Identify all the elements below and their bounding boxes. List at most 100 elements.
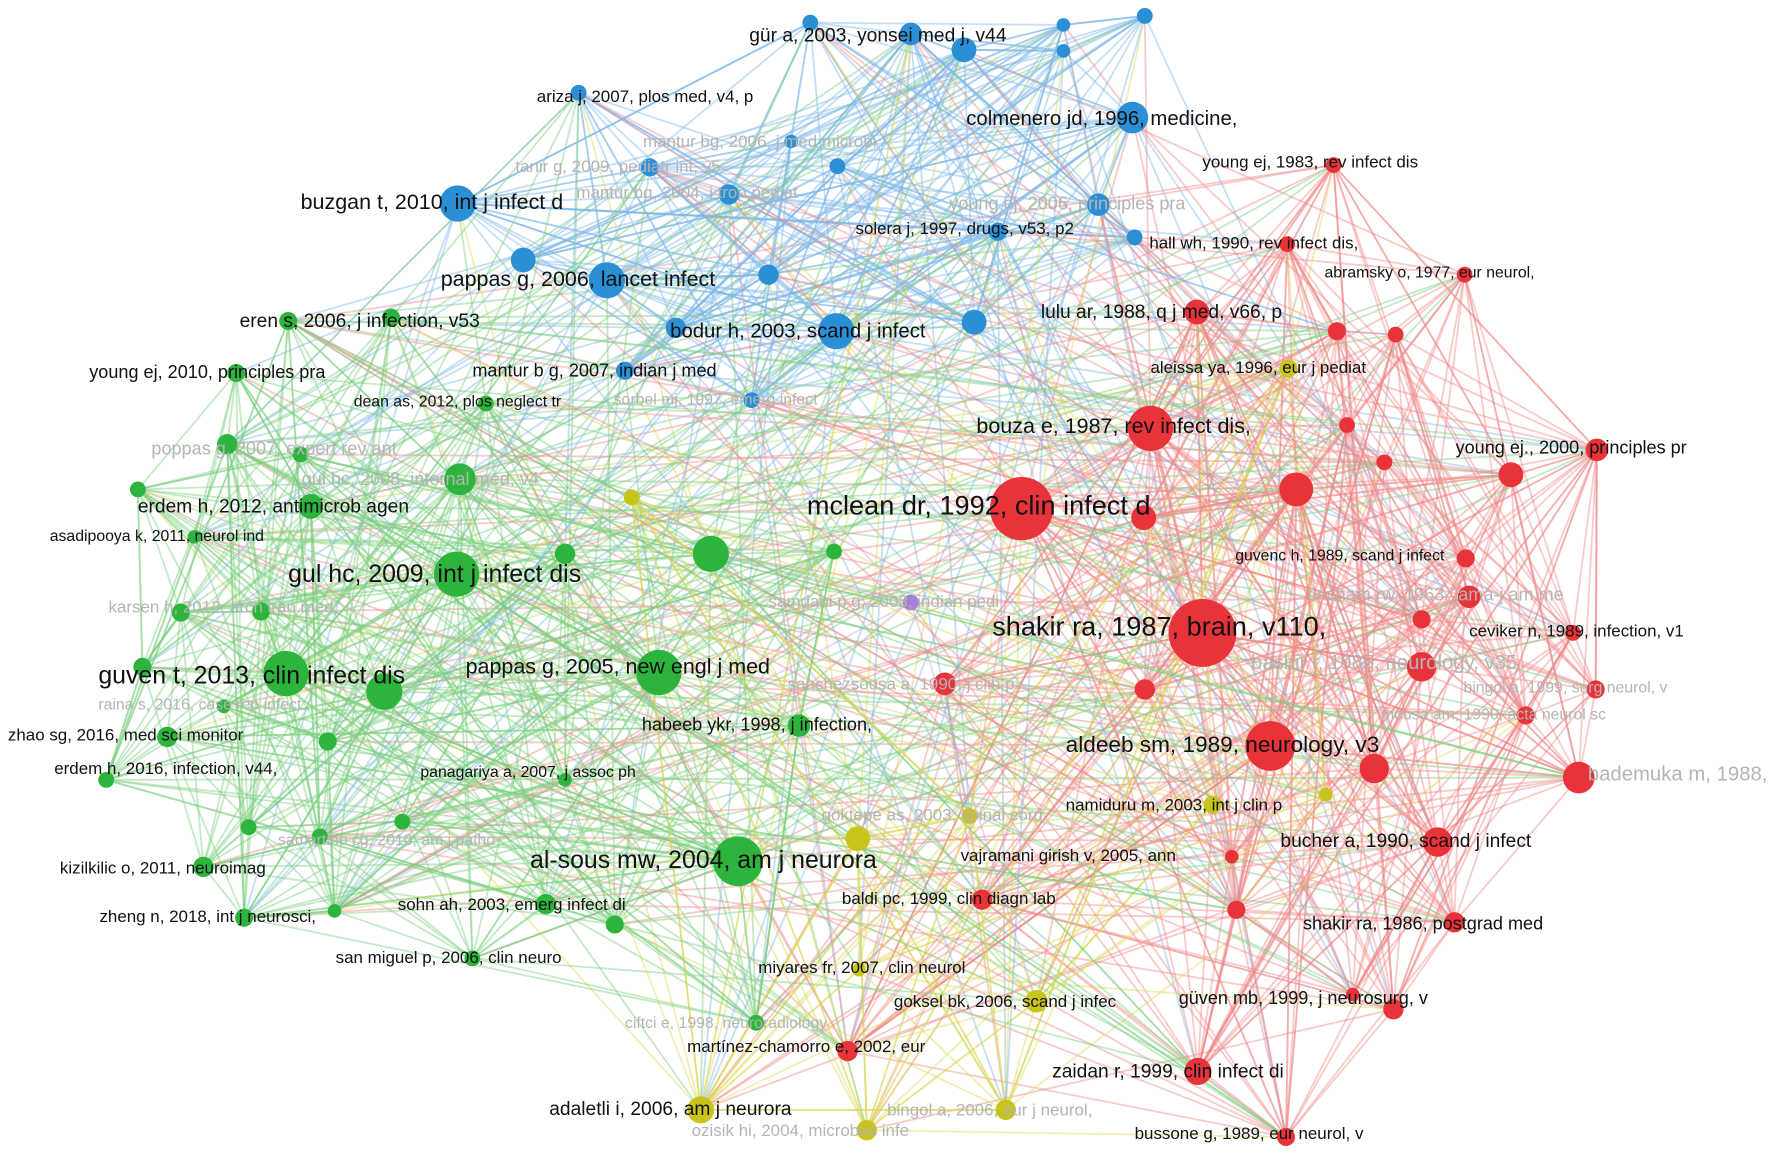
edge xyxy=(755,274,1466,1024)
edge xyxy=(737,595,1470,863)
node xyxy=(787,714,811,737)
edge xyxy=(180,611,616,926)
edge xyxy=(1235,462,1386,911)
edge xyxy=(226,443,800,727)
edge xyxy=(865,368,1290,1131)
edge xyxy=(285,166,651,675)
edge xyxy=(194,536,660,674)
edge xyxy=(1332,164,1598,451)
edge xyxy=(1149,427,1580,779)
node xyxy=(1227,900,1246,919)
edge xyxy=(1197,666,1423,1072)
edge xyxy=(1285,1008,1395,1138)
edge xyxy=(1021,507,1596,691)
node-label: asadipooya k, 2011, neurol ind xyxy=(50,528,264,545)
edge xyxy=(968,50,1065,817)
edge xyxy=(285,672,1037,1003)
edge xyxy=(606,230,998,282)
edge xyxy=(326,279,608,742)
edge xyxy=(167,671,659,738)
node-label: aleissa ya, 1996, eur j pediat xyxy=(1150,358,1366,377)
edge xyxy=(459,478,1438,843)
edge xyxy=(710,552,1579,779)
edge xyxy=(963,49,1100,206)
edge xyxy=(1149,164,1335,429)
edge xyxy=(485,403,547,905)
edge xyxy=(613,194,730,925)
edge xyxy=(522,140,792,261)
edge xyxy=(564,552,911,604)
edge xyxy=(1594,449,1598,690)
edge xyxy=(226,444,246,918)
edge xyxy=(810,21,1064,26)
edge xyxy=(606,279,1271,747)
edge xyxy=(1286,243,1423,620)
edge xyxy=(167,690,385,738)
edge xyxy=(699,683,946,1111)
edge xyxy=(790,140,838,168)
node-label: zheng n, 2018, int j neurosci, xyxy=(99,907,316,926)
edge xyxy=(457,21,811,205)
edge xyxy=(577,92,608,281)
edge xyxy=(471,671,660,959)
edge xyxy=(1231,666,1423,858)
edge xyxy=(383,550,835,693)
edge xyxy=(847,618,1423,1052)
node xyxy=(692,535,729,572)
edge xyxy=(522,166,651,261)
node-label: poppas g, 2007, expert rev ant xyxy=(151,439,396,459)
edge xyxy=(1005,714,1527,1111)
edge xyxy=(193,140,792,538)
edge xyxy=(710,553,983,901)
edge xyxy=(606,279,835,553)
edge xyxy=(1463,274,1527,716)
node xyxy=(1444,912,1465,933)
edge xyxy=(700,596,1470,1111)
edge xyxy=(1269,618,1423,747)
node xyxy=(227,363,246,383)
edge xyxy=(728,193,1233,858)
edge xyxy=(1392,449,1598,1010)
edge xyxy=(1436,449,1598,843)
edge xyxy=(767,274,859,839)
edge xyxy=(649,166,730,196)
edge xyxy=(944,683,1354,996)
edge xyxy=(137,488,739,862)
edge xyxy=(485,402,1037,1002)
edge xyxy=(300,453,458,575)
edge xyxy=(1285,489,1298,1137)
edge xyxy=(390,317,616,925)
edge xyxy=(1195,311,1327,795)
node xyxy=(1457,585,1481,609)
edge xyxy=(709,33,912,555)
edge xyxy=(327,671,660,743)
edge xyxy=(865,815,971,1131)
edge xyxy=(401,820,757,1024)
edge xyxy=(564,553,800,727)
edge xyxy=(767,33,912,276)
edge xyxy=(319,835,616,926)
edge xyxy=(248,553,566,829)
edge xyxy=(1143,488,1297,519)
edge xyxy=(1142,517,1199,1072)
edge xyxy=(1196,311,1338,333)
edge xyxy=(1201,632,1395,1010)
node-label: guven t, 2013, clin infect dis xyxy=(98,662,405,690)
edge xyxy=(675,24,1064,329)
node-label: vajramani girish v, 2005, ann xyxy=(961,846,1176,865)
edge xyxy=(457,202,769,276)
edge xyxy=(1436,714,1527,843)
edge xyxy=(1270,745,1579,779)
node xyxy=(743,392,760,409)
edge xyxy=(675,273,769,329)
edge xyxy=(223,478,461,708)
edge xyxy=(223,399,752,708)
node xyxy=(216,434,238,455)
edge xyxy=(1463,274,1574,634)
edge xyxy=(1201,632,1439,843)
edge xyxy=(141,612,182,668)
edge xyxy=(1144,665,1422,691)
edge xyxy=(222,706,250,828)
edge xyxy=(1143,15,1423,620)
edge xyxy=(309,506,329,742)
